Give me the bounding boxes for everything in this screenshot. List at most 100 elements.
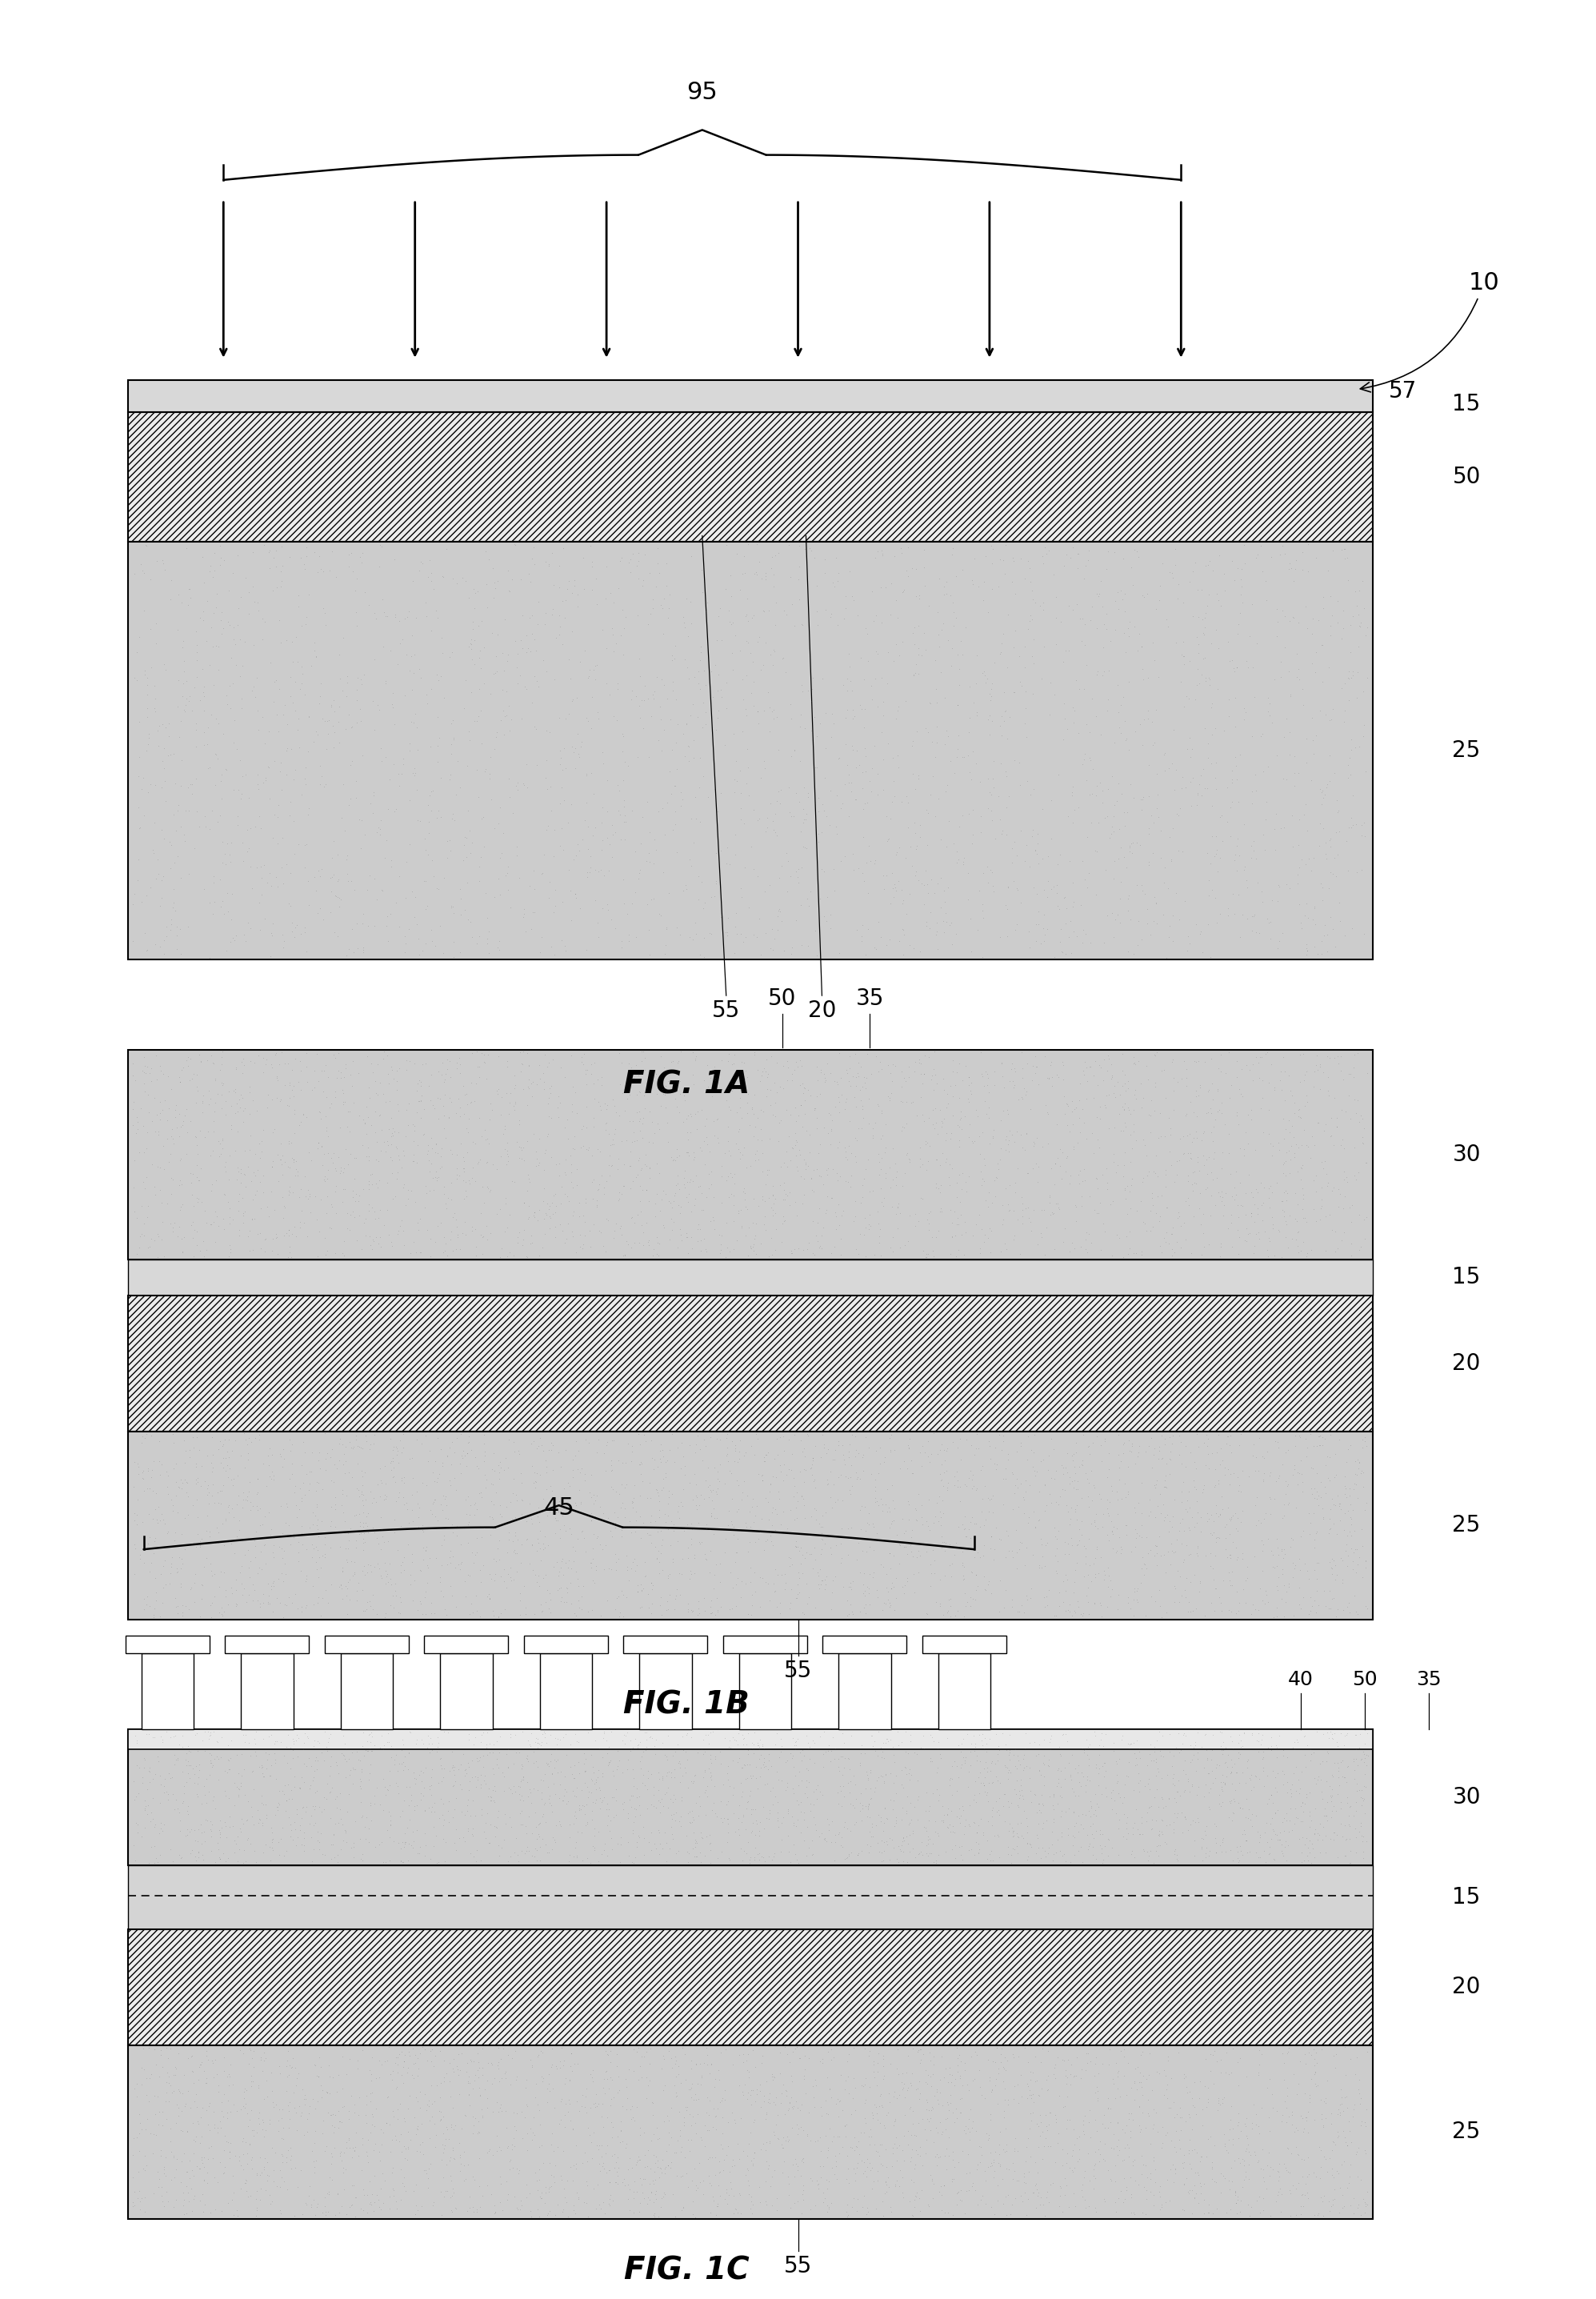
Point xyxy=(953,1745,978,1782)
Point xyxy=(905,1837,930,1874)
Point xyxy=(313,1078,338,1115)
Point xyxy=(444,1156,469,1193)
Point xyxy=(1074,1235,1100,1271)
Point xyxy=(1124,1193,1149,1230)
Point xyxy=(788,887,814,924)
Point xyxy=(1042,1508,1068,1545)
Point xyxy=(736,890,761,926)
Point xyxy=(637,844,662,881)
Point xyxy=(562,2196,587,2232)
Point xyxy=(1168,664,1194,701)
Point xyxy=(876,1508,902,1545)
Point xyxy=(207,1841,233,1878)
Point xyxy=(536,1835,562,1871)
Point xyxy=(407,552,433,589)
Point xyxy=(697,1582,723,1618)
Point xyxy=(638,2173,664,2209)
Point xyxy=(464,572,490,609)
Point xyxy=(935,1809,961,1846)
Point xyxy=(1149,1738,1175,1775)
Point xyxy=(538,1467,563,1504)
Point xyxy=(1326,2154,1352,2191)
Point xyxy=(160,1416,185,1453)
Point xyxy=(1140,1179,1165,1216)
Point xyxy=(1055,2042,1080,2078)
Point xyxy=(878,1170,903,1207)
Point xyxy=(811,2147,836,2184)
Point xyxy=(1339,658,1365,694)
Point xyxy=(150,1092,176,1129)
Point xyxy=(681,1837,707,1874)
Point xyxy=(252,2117,278,2154)
Point xyxy=(145,841,171,878)
Point xyxy=(632,1556,658,1593)
Point xyxy=(916,1821,942,1858)
Point xyxy=(557,1566,583,1602)
Point xyxy=(1148,812,1173,848)
Point xyxy=(900,1812,926,1848)
Point xyxy=(849,1487,875,1524)
Point xyxy=(824,807,849,844)
Point xyxy=(225,1150,251,1186)
Point xyxy=(1020,676,1045,713)
Point xyxy=(568,729,594,766)
Point xyxy=(554,1575,579,1612)
Point xyxy=(884,2030,910,2067)
Point xyxy=(238,2067,263,2104)
Point xyxy=(1256,1221,1282,1258)
Point xyxy=(784,1124,809,1161)
Point xyxy=(884,1154,910,1191)
Point xyxy=(691,2044,717,2081)
Point xyxy=(533,1195,559,1232)
Point xyxy=(634,2032,659,2069)
Point xyxy=(1218,1425,1243,1462)
Point xyxy=(190,1837,215,1874)
Point xyxy=(1344,589,1369,625)
Point xyxy=(646,1499,672,1536)
Point xyxy=(774,1458,800,1494)
Point xyxy=(246,584,271,621)
Point xyxy=(420,1159,445,1195)
Point xyxy=(1321,929,1347,966)
Point xyxy=(1163,625,1189,662)
Point xyxy=(747,1835,772,1871)
Point xyxy=(745,1770,771,1807)
Point xyxy=(852,690,878,726)
Point xyxy=(508,1775,533,1812)
Point xyxy=(1243,1216,1269,1253)
Point xyxy=(922,2110,948,2147)
Point xyxy=(265,1163,290,1200)
Point xyxy=(171,664,196,701)
Point xyxy=(961,540,986,577)
Point xyxy=(161,2140,187,2177)
Point xyxy=(808,1508,833,1545)
Point xyxy=(753,561,779,598)
Point xyxy=(1116,1579,1141,1616)
Point xyxy=(1285,2076,1310,2113)
Point xyxy=(870,2198,895,2235)
Bar xyxy=(539,1653,592,1729)
Point xyxy=(1269,1531,1294,1568)
Point xyxy=(782,1467,808,1504)
Point xyxy=(814,1435,839,1471)
Point xyxy=(800,1550,825,1586)
Point xyxy=(1229,1492,1254,1529)
Point xyxy=(147,1172,172,1209)
Point xyxy=(1202,1186,1227,1223)
Point xyxy=(1334,1163,1360,1200)
Point xyxy=(570,1814,595,1851)
Point xyxy=(314,1435,340,1471)
Point xyxy=(929,1462,954,1499)
Point xyxy=(654,2097,680,2133)
Point xyxy=(951,1561,977,1598)
Point xyxy=(538,1715,563,1752)
Point xyxy=(734,766,760,802)
Point xyxy=(1250,1078,1275,1115)
Point xyxy=(610,591,635,628)
Point xyxy=(645,545,670,582)
Point xyxy=(163,2051,188,2087)
Point xyxy=(784,1727,809,1763)
Point xyxy=(1010,1081,1036,1117)
Point xyxy=(859,1717,884,1754)
Point xyxy=(418,1584,444,1621)
